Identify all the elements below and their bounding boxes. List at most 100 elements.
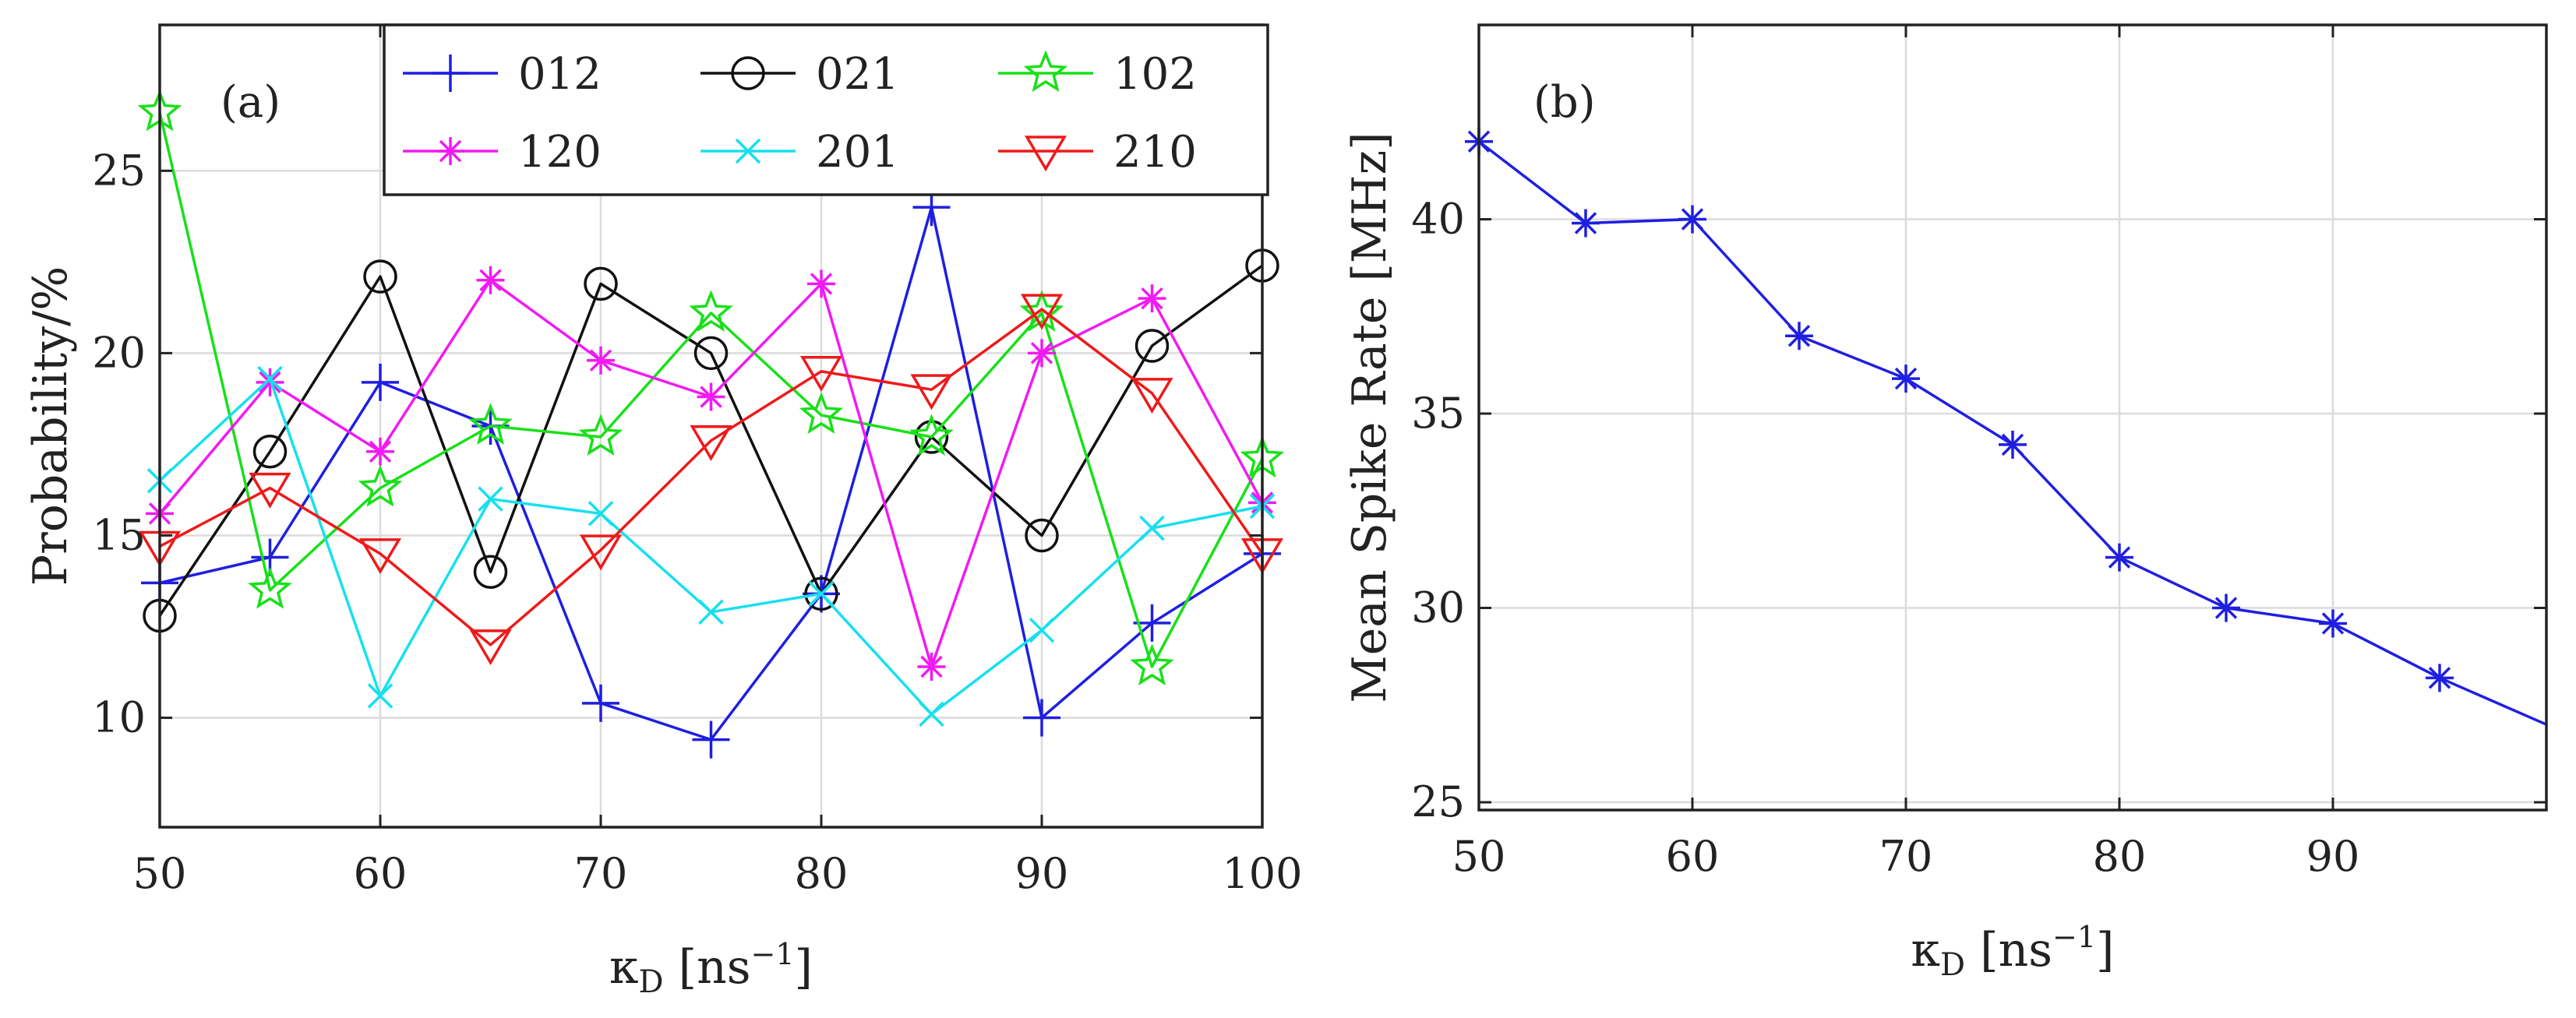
a-data-point xyxy=(469,629,512,666)
a-series-012 xyxy=(141,188,1281,759)
a-data-point xyxy=(919,701,944,727)
a-data-point xyxy=(804,576,838,611)
a-series-line xyxy=(159,308,1264,646)
a-data-point xyxy=(363,259,397,294)
a-data-point xyxy=(807,269,835,298)
a-legend-label: 102 xyxy=(1113,49,1197,100)
a-series-201 xyxy=(146,365,1276,727)
a-series-120 xyxy=(146,266,1276,681)
b-data-point xyxy=(2426,664,2454,692)
b-x-tick-label: 50 xyxy=(1452,832,1506,881)
a-x-axis-label: κD [ns−1] xyxy=(609,937,813,1000)
a-legend-label: 021 xyxy=(816,49,899,100)
b-grid xyxy=(1477,25,2546,810)
a-data-point xyxy=(1028,339,1056,368)
a-data-point xyxy=(362,363,399,401)
a-legend-item-210: 210 xyxy=(998,127,1197,178)
a-data-point xyxy=(1019,290,1064,332)
a-data-point xyxy=(1023,699,1060,737)
a-data-point xyxy=(248,567,292,609)
a-data-point xyxy=(808,581,835,607)
a-data-point xyxy=(468,403,513,445)
b-axes-box xyxy=(1477,23,2548,812)
b-data-point xyxy=(2319,609,2347,638)
a-data-point xyxy=(1020,294,1064,330)
a-legend-item-102: 102 xyxy=(998,49,1197,100)
a-data-point xyxy=(1029,617,1055,643)
a-data-point xyxy=(478,486,503,512)
b-plot-area xyxy=(1479,25,2546,810)
a-data-point xyxy=(366,437,394,466)
b-x-tick-label: 70 xyxy=(1879,832,1933,881)
b-y-tick-label: 25 xyxy=(1411,777,1465,826)
a-legend: 012 021 102 120 201 210 xyxy=(383,23,1269,196)
a-legend-item-021: 021 xyxy=(700,49,899,100)
a-series-210 xyxy=(138,294,1284,666)
a-data-point xyxy=(249,472,291,509)
a-data-point xyxy=(578,414,623,456)
a-data-point xyxy=(693,336,729,371)
a-data-point xyxy=(910,374,953,410)
a-data-point xyxy=(799,392,844,434)
b-panel-label: (b) xyxy=(1533,77,1596,128)
a-data-point xyxy=(690,424,732,461)
a-y-tick-label: 25 xyxy=(92,146,146,195)
a-series-line xyxy=(158,112,1264,668)
b-x-tick-label: 90 xyxy=(2306,832,2360,881)
a-legend-box xyxy=(383,23,1269,196)
a-x-tick-label: 70 xyxy=(574,849,628,898)
a-data-point xyxy=(1138,284,1166,313)
a-data-point xyxy=(582,684,619,722)
a-y-tick-label: 15 xyxy=(92,510,146,559)
a-legend-marker xyxy=(1023,50,1068,92)
a-data-point xyxy=(1131,378,1173,414)
a-legend-label: 120 xyxy=(518,127,602,178)
a-legend-marker xyxy=(1024,136,1067,172)
a-x-tick-label: 50 xyxy=(133,849,187,898)
a-legend-marker xyxy=(432,55,469,92)
a-ticks: 50 60 70 80 90 100 10 15 20 25 xyxy=(92,25,1303,898)
a-legend-marker xyxy=(436,137,464,165)
a-series-102 xyxy=(137,89,1285,685)
a-data-point xyxy=(909,414,954,456)
a-legend-marker xyxy=(735,138,761,164)
a-legend-item-012: 012 xyxy=(403,49,602,100)
b-data-point xyxy=(2212,594,2240,622)
b-data-point xyxy=(1999,430,2027,459)
b-x-axis-label: κD [ns−1] xyxy=(1911,920,2115,983)
b-data-point xyxy=(1572,209,1600,238)
a-data-point xyxy=(689,290,733,332)
a-data-point xyxy=(1134,329,1170,363)
a-data-point xyxy=(1139,515,1165,541)
a-data-point xyxy=(698,599,724,625)
b-y-tick-label: 40 xyxy=(1411,195,1465,244)
a-data-point xyxy=(917,653,946,681)
a-data-point xyxy=(584,266,618,301)
b-data-point xyxy=(2105,543,2133,572)
b-y-axis-label: Mean Spike Rate [MHz] xyxy=(1343,132,1397,703)
a-data-point xyxy=(1130,643,1174,685)
a-data-point xyxy=(799,356,843,393)
b-data-point xyxy=(1678,205,1706,234)
a-data-point xyxy=(476,266,505,294)
a-data-point xyxy=(473,555,508,590)
a-series-line xyxy=(158,264,1264,617)
a-y-axis-label: Probability/% xyxy=(23,266,78,586)
a-data-point xyxy=(358,464,403,507)
a-legend-label: 012 xyxy=(518,49,602,100)
a-y-tick-label: 20 xyxy=(92,328,146,377)
a-data-point xyxy=(358,538,402,575)
b-data-point xyxy=(1785,322,1813,350)
a-data-point xyxy=(588,501,614,527)
a-legend-item-120: 120 xyxy=(403,127,602,178)
a-data-point xyxy=(257,365,283,392)
a-data-point xyxy=(587,346,615,375)
a-legend-label: 210 xyxy=(1113,127,1197,178)
b-y-tick-label: 35 xyxy=(1411,389,1465,438)
a-data-point xyxy=(252,435,288,469)
a-legend-marker xyxy=(731,56,765,90)
a-data-point xyxy=(579,534,623,571)
panel-a-chart: 50 60 70 80 90 100 10 15 20 25 Probability/% κD [ns… xyxy=(23,23,1303,1000)
